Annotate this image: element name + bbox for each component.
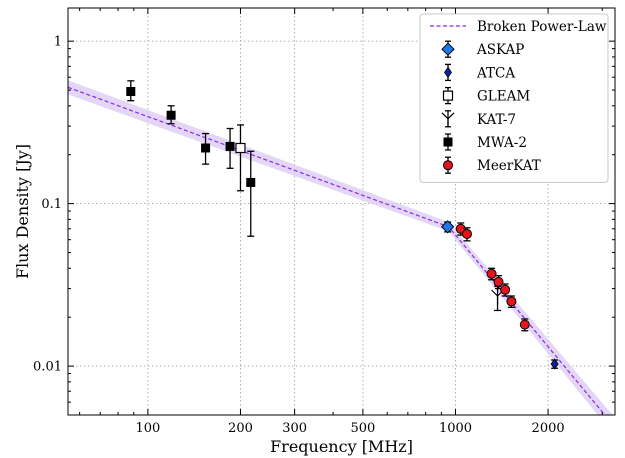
data-point [126, 86, 136, 96]
error-bar [247, 150, 255, 237]
data-point [500, 284, 511, 295]
x-tick-label: 2000 [532, 421, 565, 436]
legend: Broken Power-Law ASKAP ATCA GLEAM KAT-7 MWA-2… [419, 13, 609, 183]
data-point [441, 112, 455, 127]
legend-label: KAT-7 [477, 112, 516, 128]
data-point [441, 42, 455, 56]
axis-ticks: 100 200 300 500 1000 2000 0.01 0.1 1 [33, 8, 615, 436]
y-tick-label: 0.1 [41, 197, 62, 212]
tri-stroke [447, 112, 455, 120]
legend-entry: GLEAM [442, 86, 530, 105]
data-points [126, 80, 559, 370]
legend-entry: ATCA [444, 63, 515, 81]
data-point [235, 142, 246, 154]
series-gleam [235, 124, 246, 192]
legend-label: MWA-2 [477, 135, 527, 151]
y-tick-label: 1 [54, 35, 62, 50]
legend-label: ATCA [476, 65, 515, 81]
data-point [443, 160, 453, 171]
tri-stroke [441, 112, 449, 120]
legend-entry: ASKAP [441, 40, 524, 58]
legend-entry: MWA-2 [443, 133, 527, 151]
data-point [442, 90, 454, 101]
legend-label: ASKAP [476, 42, 524, 58]
data-point [493, 276, 504, 287]
data-point [462, 229, 473, 240]
tri-stroke [491, 289, 498, 297]
fit-uncertainty-band [68, 80, 613, 415]
data-point [486, 268, 497, 279]
fit-band [68, 80, 613, 415]
legend-box [419, 13, 609, 183]
data-point [166, 110, 176, 120]
series-atca [550, 358, 559, 370]
legend-label: Broken Power-Law [477, 19, 607, 35]
legend-entry: MeerKAT [443, 156, 541, 174]
series-meerkat [455, 222, 530, 332]
series-mwa-2 [126, 80, 256, 237]
legend-label: GLEAM [477, 89, 530, 105]
y-axis-label: Flux Density [Jy] [13, 144, 32, 279]
data-point [443, 137, 453, 147]
data-point [455, 223, 466, 234]
x-tick-label: 500 [350, 421, 375, 436]
data-point [519, 319, 530, 330]
y-tick-label: 0.01 [33, 360, 62, 375]
legend-label: MeerKAT [477, 158, 541, 174]
data-point [440, 220, 455, 234]
x-tick-label: 200 [228, 421, 253, 436]
x-tick-label: 1000 [439, 421, 472, 436]
data-point [550, 358, 559, 370]
series-askap [440, 220, 455, 234]
grid [68, 8, 615, 415]
x-tick-label: 300 [282, 421, 307, 436]
legend-entry: KAT-7 [441, 110, 516, 128]
x-tick-label: 100 [135, 421, 160, 436]
data-point [246, 177, 256, 187]
legend-entry: Broken Power-Law [430, 19, 607, 35]
data-point [506, 296, 517, 307]
x-axis-label: Frequency [MHz] [270, 437, 413, 456]
data-point [201, 143, 211, 153]
data-point [225, 141, 235, 151]
error-bar [236, 124, 244, 192]
data-point [444, 66, 452, 79]
